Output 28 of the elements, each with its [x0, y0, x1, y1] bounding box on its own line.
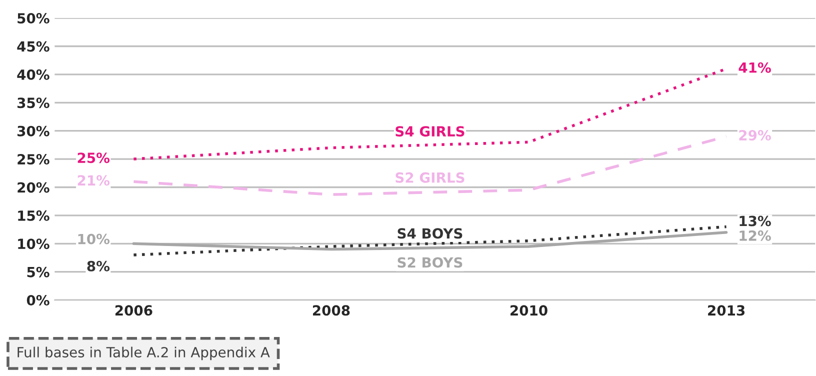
data-label: 41% — [738, 62, 771, 73]
series-label: S2 GIRLS — [396, 172, 464, 183]
data-label: 12% — [740, 230, 771, 241]
data-label: 25% — [78, 152, 110, 164]
y-tick-label: 30% — [17, 126, 50, 136]
x-tick-label: 2008 — [312, 305, 350, 316]
series-label: S4 GIRLS — [396, 126, 464, 137]
data-label: 13% — [740, 216, 771, 226]
y-tick-label: 45% — [17, 41, 50, 52]
y-tick-label: 0% — [26, 295, 50, 306]
text: Full bases in Table A.2 in Appendix A — [18, 346, 270, 360]
data-label: 8% — [87, 260, 110, 272]
y-tick-label: 10% — [18, 238, 50, 250]
series-label: S4 BOYS — [398, 228, 462, 239]
y-tick-label: 15% — [18, 210, 50, 221]
y-tick-label: 25% — [18, 154, 50, 165]
x-tick-label: 2010 — [510, 305, 548, 316]
y-tick-label: 5% — [27, 266, 50, 278]
x-tick-label: 2006 — [115, 305, 152, 316]
data-label: 21% — [78, 175, 110, 186]
data-label: 10% — [78, 234, 110, 244]
y-tick-label: 20% — [18, 182, 50, 193]
series-label: S2 BOYS — [398, 257, 462, 268]
y-tick-label: 50% — [18, 13, 50, 24]
data-label: 29% — [739, 130, 771, 141]
x-tick-label: 2013 — [708, 305, 745, 316]
y-tick-label: 35% — [17, 98, 50, 108]
y-tick-label: 40% — [17, 69, 50, 80]
